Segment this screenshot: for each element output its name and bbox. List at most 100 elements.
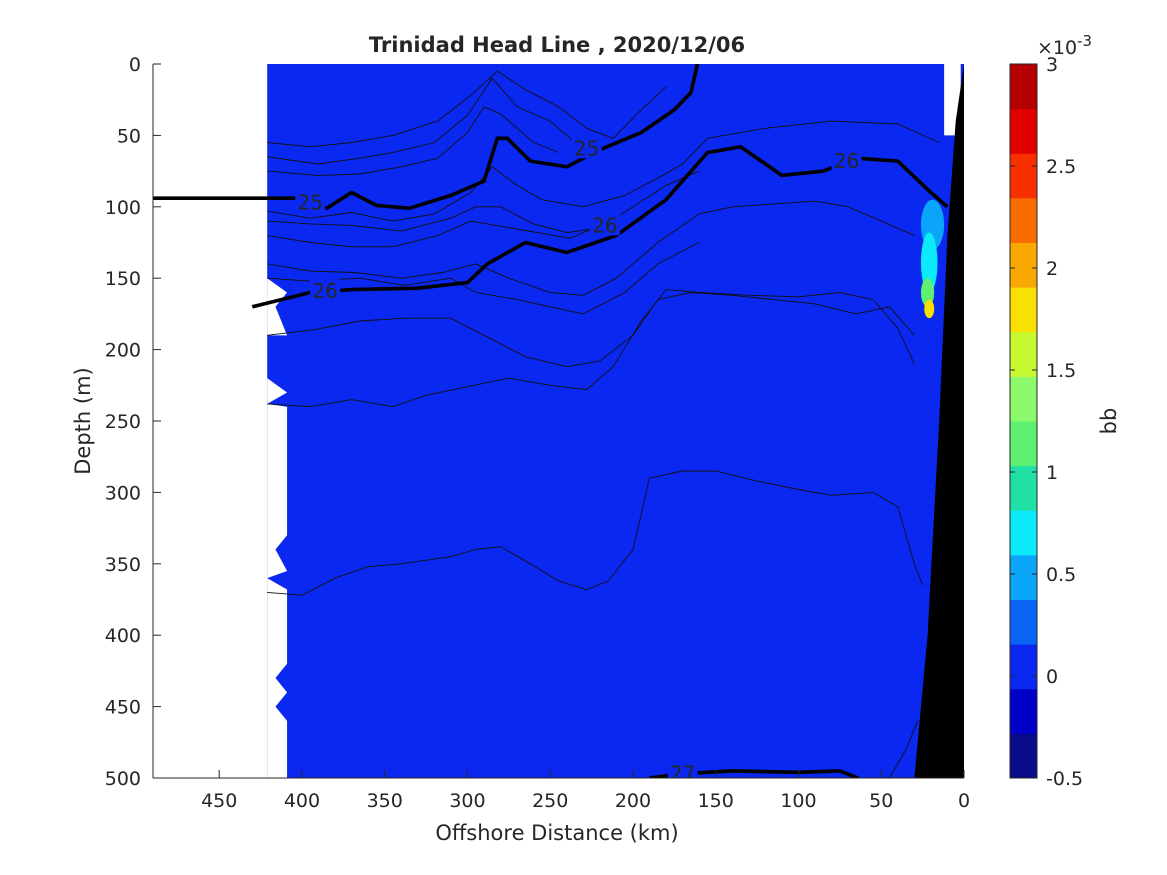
x-tick-label: 450: [201, 790, 237, 812]
colorbar-exponent-power: -3: [1077, 32, 1092, 50]
thin-contour: [267, 106, 559, 176]
contour-label-text: 26: [834, 149, 859, 173]
colorbar-segment: [1010, 331, 1037, 377]
contour-label-text: 26: [592, 213, 617, 237]
x-tick-label: 300: [449, 790, 485, 812]
colorbar-segment: [1010, 644, 1037, 690]
chart-title: Trinidad Head Line , 2020/12/06: [369, 33, 745, 57]
thin-contour: [267, 170, 700, 233]
x-tick-label: 150: [698, 790, 734, 812]
contour-label: 25: [571, 136, 602, 160]
contour-label-text: 26: [312, 279, 337, 303]
isopycnal-25: [153, 64, 700, 211]
thin-contour: [267, 200, 915, 296]
x-tick-label: 0: [958, 790, 970, 812]
chart-marks: 25 25 26 26 26 27: [153, 64, 964, 786]
colorbar-tick-label: 1: [1046, 462, 1058, 484]
y-tick-label: 0: [129, 54, 141, 76]
contour-label-text: 25: [298, 191, 323, 215]
contour-label: 26: [831, 149, 862, 173]
contour-label: 26: [310, 279, 341, 303]
colorbar-segment: [1010, 108, 1037, 154]
colorbar-frame: [1009, 63, 1038, 779]
colorbar-tick-label: 2.5: [1046, 156, 1076, 178]
colorbar-tick-label: 0: [1046, 666, 1058, 688]
colorbar: -0.5 0 0.5 1 1.5 2 2.5 3: [1009, 54, 1083, 790]
y-tick-label: 300: [105, 482, 141, 504]
colorbar-segment: [1010, 153, 1037, 199]
y-axis-label: Depth (m): [71, 367, 95, 474]
y-tick-label: 400: [105, 625, 141, 647]
colorbar-exponent-base: ×10: [1037, 37, 1077, 59]
x-axis-label: Offshore Distance (km): [435, 821, 678, 845]
thin-contour: [267, 77, 576, 165]
contour-label-bg: [831, 149, 862, 172]
y-tick-label: 50: [117, 125, 141, 147]
bb-patch: [417, 566, 451, 581]
bb-patch: [359, 755, 443, 770]
contour-label-bg: [571, 136, 602, 159]
thin-contour: [267, 242, 700, 315]
colorbar-tick-label: -0.5: [1046, 768, 1083, 790]
axes: 450 400 350 300 250 200 150 100 50 00501001502002…: [105, 54, 970, 812]
y-tick-label: 350: [105, 554, 141, 576]
colorbar-segment: [1010, 465, 1037, 511]
colorbar-segment: [1010, 376, 1037, 422]
colorbar-exponent: ×10-3: [1037, 32, 1092, 59]
y-tick-label: 450: [105, 697, 141, 719]
data-field: [267, 64, 964, 778]
x-tick-label: 250: [532, 790, 568, 812]
y-tick-label: 200: [105, 340, 141, 362]
y-tick-label: 100: [105, 197, 141, 219]
colorbar-segment: [1010, 287, 1037, 333]
bb-patch: [889, 285, 923, 329]
colorbar-segment: [1010, 599, 1037, 645]
thin-contour: [267, 470, 924, 596]
x-tick-label: 200: [615, 790, 651, 812]
x-tick-label: 400: [284, 790, 320, 812]
contour-label-bg: [589, 213, 620, 236]
thin-contour: [889, 720, 919, 778]
bb-patch: [924, 299, 935, 319]
contour-label-bg: [310, 279, 341, 302]
colorbar-segment: [1010, 64, 1037, 110]
contour-label: 25: [295, 190, 326, 215]
y-tick-label: 250: [105, 411, 141, 433]
y-tick-label: 500: [105, 768, 141, 790]
colorbar-segment: [1010, 510, 1037, 556]
contour-label: 27: [667, 761, 698, 786]
x-tick-label: 50: [869, 790, 893, 812]
colorbar-segment: [1010, 421, 1037, 467]
contour-label-text: 25: [574, 136, 599, 160]
colorbar-segment: [1010, 733, 1037, 779]
contour-label: 26: [589, 213, 620, 237]
isopycnal-26: [251, 144, 949, 309]
thin-contour: [267, 289, 915, 408]
bb-patch: [359, 598, 451, 614]
contour-label-text: 27: [670, 762, 695, 786]
contour-label-bg: [667, 761, 698, 778]
contour-label-bg: [295, 190, 326, 213]
colorbar-tick-label: 3: [1046, 54, 1058, 76]
colorbar-segment: [1010, 688, 1037, 734]
colorbar-segment: [1010, 554, 1037, 600]
bb-patch: [920, 278, 935, 307]
thin-contour: [267, 292, 915, 368]
colorbar-tick-label: 2: [1046, 258, 1058, 280]
bb-patch: [412, 668, 451, 687]
colorbar-tick-label: 0.5: [1046, 564, 1076, 586]
bb-patch: [359, 566, 410, 581]
colorbar-segment: [1010, 197, 1037, 243]
colorbar-tick-label: 1.5: [1046, 360, 1076, 382]
bb-patch: [906, 478, 931, 500]
bathymetry-shelf: [914, 64, 964, 778]
bb-patch: [920, 232, 938, 293]
no-data-notch: [267, 64, 288, 778]
x-tick-label: 350: [367, 790, 403, 812]
x-tick-label: 100: [780, 790, 816, 812]
colorbar-segment: [1010, 242, 1037, 288]
thin-contour: [267, 220, 610, 248]
thin-contour: [267, 70, 667, 148]
colorbar-label: bb: [1097, 408, 1121, 435]
